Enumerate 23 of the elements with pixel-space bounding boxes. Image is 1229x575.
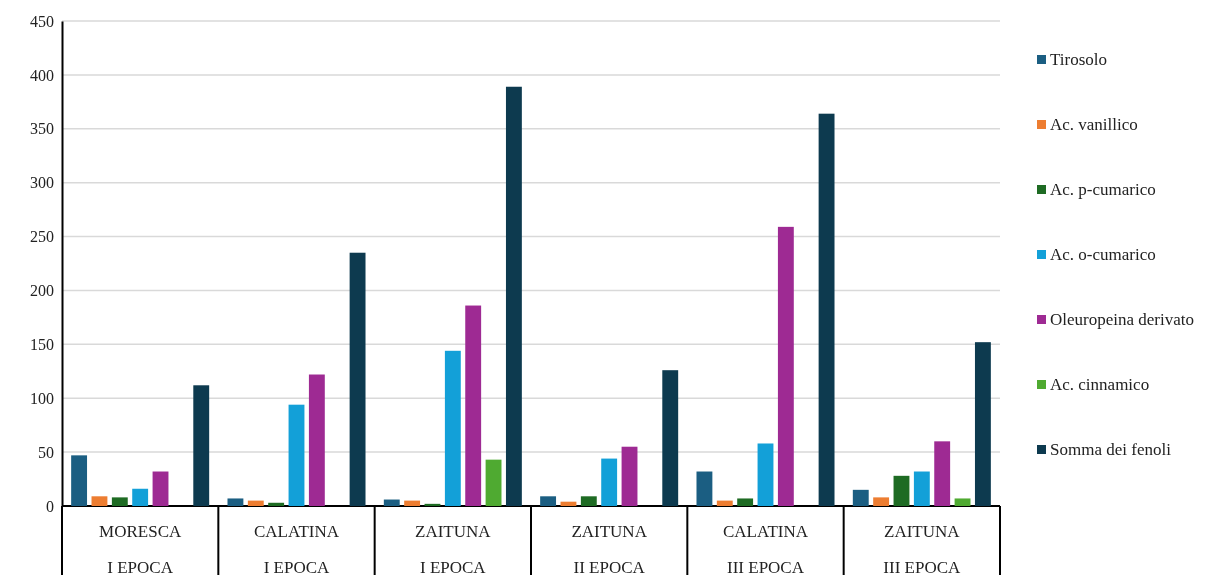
y-tick-label: 400 [30,66,54,84]
x-tick-label: CALATINA I EPOCA [254,522,340,575]
legend-label: Ac. cinnamico [1050,375,1150,394]
y-tick-label: 50 [38,443,54,461]
x-tick-label: MORESCA I EPOCA [99,522,182,575]
x-tick-label: ZAITUNA I EPOCA [415,522,492,575]
y-tick-label: 150 [30,335,54,353]
y-tick-label: 100 [30,389,54,407]
y-tick-label: 450 [30,12,54,30]
y-tick-label: 300 [30,174,54,192]
legend-label: Somma dei fenoli [1050,440,1172,459]
legend-label: Ac. o-cumarico [1050,245,1156,264]
x-tick-label: CALATINA III EPOCA [723,522,809,575]
y-tick-label: 250 [30,228,54,246]
x-tick-label: ZAITUNA II EPOCA [571,522,648,575]
legend-label: Tirosolo [1050,50,1108,69]
y-tick-label: 350 [30,120,54,138]
legend-label: Oleuropeina derivato [1050,310,1194,329]
legend-label: Ac. vanillico [1050,115,1138,134]
x-tick-label: ZAITUNA III EPOCA [883,522,962,575]
y-tick-label: 0 [46,497,54,515]
y-tick-label: 200 [30,282,54,300]
legend-label: Ac. p-cumarico [1050,180,1156,199]
